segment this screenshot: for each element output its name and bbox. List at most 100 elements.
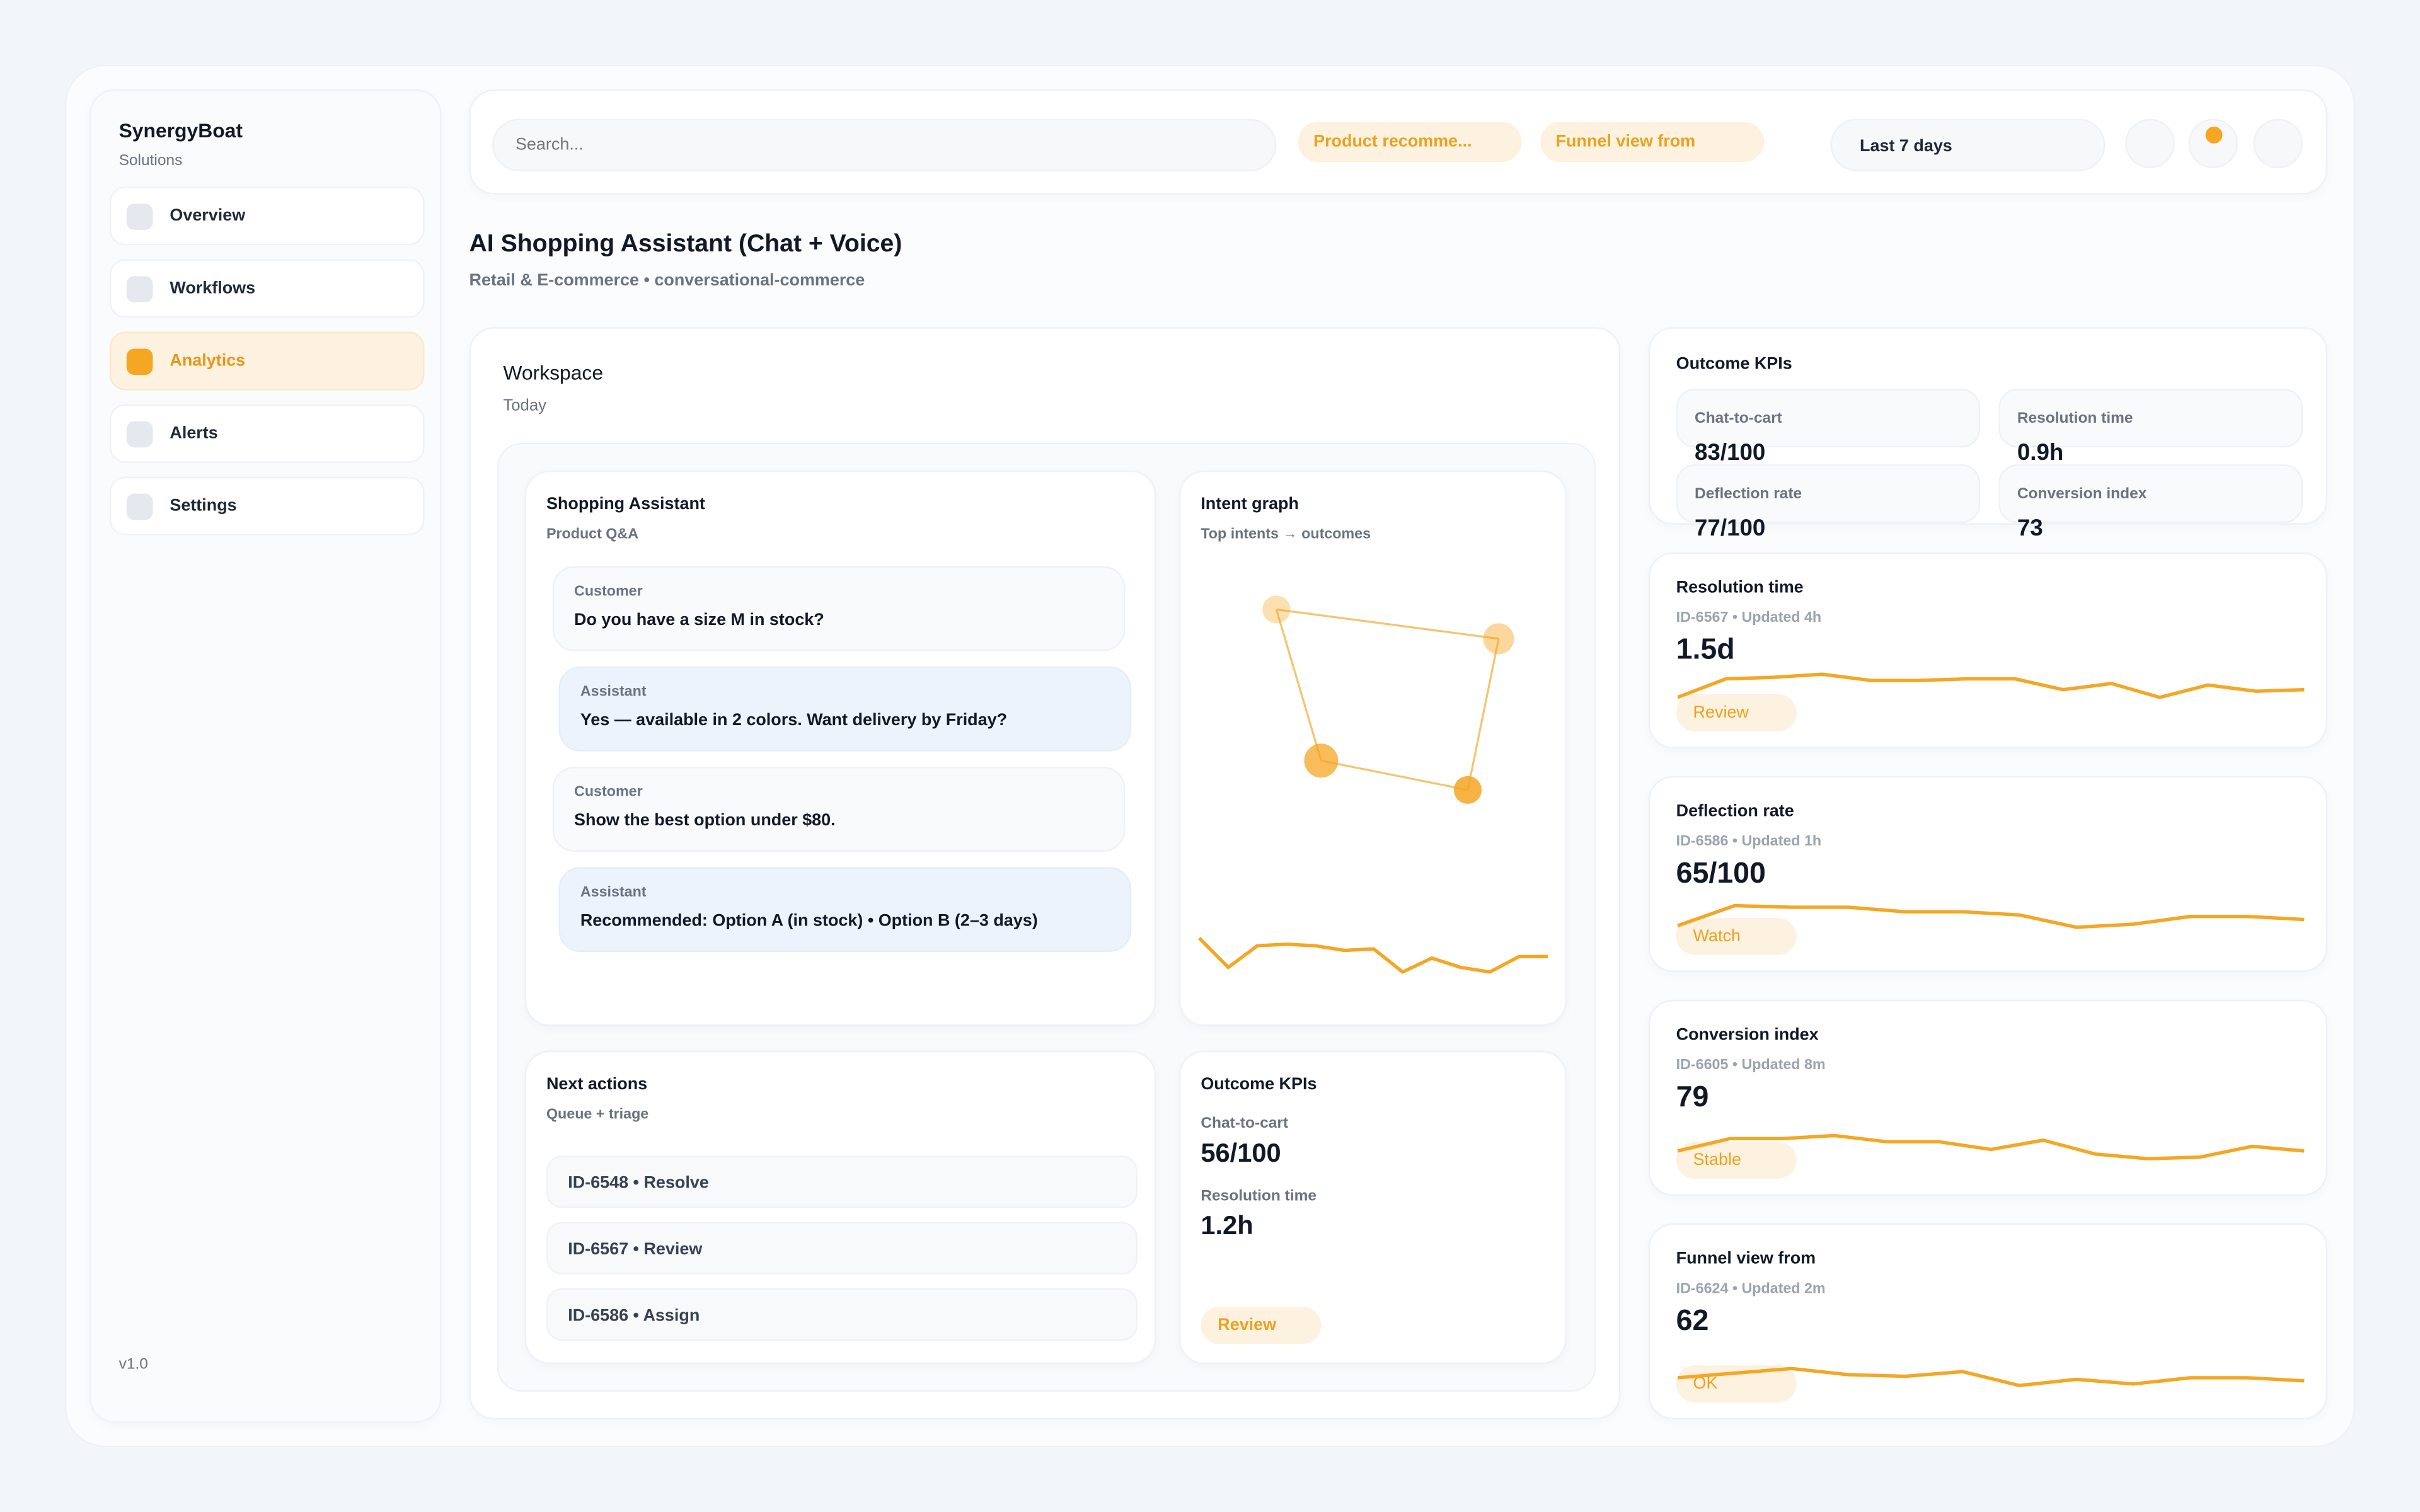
card-subtitle: Queue + triage [546, 1106, 649, 1123]
message-role: Assistant [580, 884, 647, 902]
workspace-panel: Workspace Today Shopping Assistant Produ… [469, 327, 1621, 1420]
message-role: Customer [574, 583, 643, 600]
notifications-button[interactable] [2188, 118, 2238, 168]
metric-sparkline [1677, 903, 2305, 929]
chat-message-assistant: Assistant Yes — available in 2 colors. Wa… [558, 666, 1132, 752]
sparkline-path [1677, 672, 2305, 699]
sidebar-item-label: Alerts [170, 424, 218, 443]
workspace-canvas: Shopping Assistant Product Q&A Customer D… [497, 442, 1596, 1392]
kpi-label: Chat-to-cart [1201, 1115, 1289, 1133]
metric-meta: ID-6624 • Updated 2m [1676, 1280, 1826, 1298]
kpi-value: 56/100 [1201, 1138, 1281, 1168]
card-subtitle: Product Q&A [546, 526, 639, 544]
metric-meta: ID-6586 • Updated 1h [1676, 833, 1822, 850]
metric-sparkline [1677, 1133, 2305, 1160]
chat-message-customer: Customer Show the best option under $80. [552, 767, 1126, 852]
sidebar-item-label: Overview [170, 207, 246, 226]
notification-dot-icon [2205, 126, 2223, 144]
topbar: Product recomme... Funnel view from Last… [469, 89, 2328, 195]
card-title: Outcome KPIs [1676, 355, 1792, 374]
filter-chip-funnel[interactable]: Funnel view from [1540, 122, 1765, 163]
kpi-value: 0.9h [2017, 439, 2064, 466]
action-item[interactable]: ID-6567 • Review [546, 1222, 1138, 1274]
metric-card[interactable]: Conversion index ID-6605 • Updated 8m 79… [1648, 999, 2328, 1196]
message-text: Show the best option under $80. [574, 811, 836, 830]
card-title: Next actions [546, 1075, 648, 1094]
sidebar: SynergyBoat Solutions Overview Workflows… [89, 89, 442, 1423]
search-input[interactable] [492, 118, 1277, 171]
metric-title: Conversion index [1676, 1026, 1819, 1045]
intent-graph-card: Intent graph Top intents → outcomes [1179, 470, 1567, 1026]
kpi-tile [1998, 464, 2303, 524]
metric-card[interactable]: Resolution time ID-6567 • Updated 4h 1.5… [1648, 552, 2328, 748]
metric-title: Deflection rate [1676, 802, 1794, 821]
graph-edge [1321, 759, 1468, 791]
analytics-icon [126, 348, 153, 374]
workspace-subtitle: Today [503, 396, 547, 415]
icon-button[interactable] [2125, 118, 2175, 168]
metric-value: 79 [1676, 1081, 1709, 1114]
settings-icon [126, 493, 153, 520]
outcome-kpis-card: Outcome KPIs Chat-to-cart 83/100 Resolut… [1648, 327, 2328, 542]
metric-card[interactable]: Funnel view from ID-6624 • Updated 2m 62… [1648, 1223, 2328, 1420]
status-badge: Review [1676, 694, 1797, 731]
shopping-assistant-card: Shopping Assistant Product Q&A Customer D… [524, 470, 1156, 1026]
sidebar-item-label: Analytics [170, 352, 246, 370]
kpi-label: Conversion index [2017, 486, 2147, 503]
brand-name: SynergyBoat [118, 118, 243, 142]
graph-node[interactable] [1262, 595, 1291, 624]
chat-message-customer: Customer Do you have a size M in stock? [552, 566, 1126, 651]
date-range-select[interactable]: Last 7 days [1830, 118, 2106, 171]
kpi-tile [1998, 389, 2303, 448]
sidebar-item-analytics[interactable]: Analytics [109, 331, 425, 391]
sidebar-item-label: Settings [170, 496, 237, 515]
metric-sparkline [1677, 672, 2305, 699]
sparkline-path [1677, 903, 2305, 929]
graph-node[interactable] [1304, 743, 1339, 778]
kpi-value: 1.2h [1201, 1211, 1253, 1240]
metric-meta: ID-6567 • Updated 4h [1676, 609, 1822, 627]
graph-edge [1275, 609, 1322, 761]
metric-card[interactable]: Deflection rate ID-6586 • Updated 1h 65/… [1648, 776, 2328, 972]
avatar[interactable] [2253, 118, 2303, 168]
version-label: v1.0 [118, 1356, 148, 1373]
sidebar-item-settings[interactable]: Settings [109, 476, 425, 536]
filter-chip-product[interactable]: Product recomme... [1298, 122, 1522, 163]
graph-node[interactable] [1483, 623, 1514, 655]
kpi-label: Resolution time [2017, 410, 2133, 428]
metric-meta: ID-6605 • Updated 8m [1676, 1057, 1826, 1074]
sidebar-item-workflows[interactable]: Workflows [109, 259, 425, 318]
graph-node[interactable] [1453, 776, 1482, 804]
sidebar-item-label: Workflows [170, 279, 256, 298]
message-role: Customer [574, 784, 643, 801]
sidebar-item-overview[interactable]: Overview [109, 186, 425, 246]
kpi-label: Resolution time [1201, 1188, 1317, 1205]
action-item[interactable]: ID-6548 • Resolve [546, 1155, 1138, 1208]
kpi-tile [1676, 464, 1981, 524]
next-actions-card: Next actions Queue + triage ID-6548 • Re… [524, 1050, 1156, 1364]
message-role: Assistant [580, 683, 647, 701]
brand-subtitle: Solutions [118, 152, 183, 170]
message-text: Do you have a size M in stock? [574, 610, 824, 630]
metric-sparkline [1677, 1366, 2305, 1387]
metric-title: Resolution time [1676, 578, 1804, 597]
graph-edge [1276, 608, 1499, 640]
workspace-title: Workspace [503, 361, 604, 384]
sidebar-item-alerts[interactable]: Alerts [109, 404, 425, 463]
sparkline-path [1197, 937, 1548, 974]
kpi-label: Chat-to-cart [1695, 410, 1782, 428]
alerts-icon [126, 420, 153, 447]
sparkline-path [1677, 1133, 2305, 1160]
page-title: AI Shopping Assistant (Chat + Voice) [469, 231, 902, 258]
kpi-value: 83/100 [1695, 439, 1766, 466]
card-title: Intent graph [1201, 495, 1299, 514]
metric-title: Funnel view from [1676, 1249, 1816, 1269]
status-badge: Review [1201, 1307, 1322, 1344]
graph-edge [1466, 638, 1500, 791]
sparkline-path [1677, 1366, 2305, 1387]
kpi-value: 73 [2017, 515, 2043, 542]
card-subtitle: Top intents → outcomes [1201, 526, 1371, 544]
kpi-tile [1676, 389, 1981, 448]
action-item[interactable]: ID-6586 • Assign [546, 1288, 1138, 1341]
message-text: Recommended: Option A (in stock) • Optio… [580, 912, 1038, 931]
